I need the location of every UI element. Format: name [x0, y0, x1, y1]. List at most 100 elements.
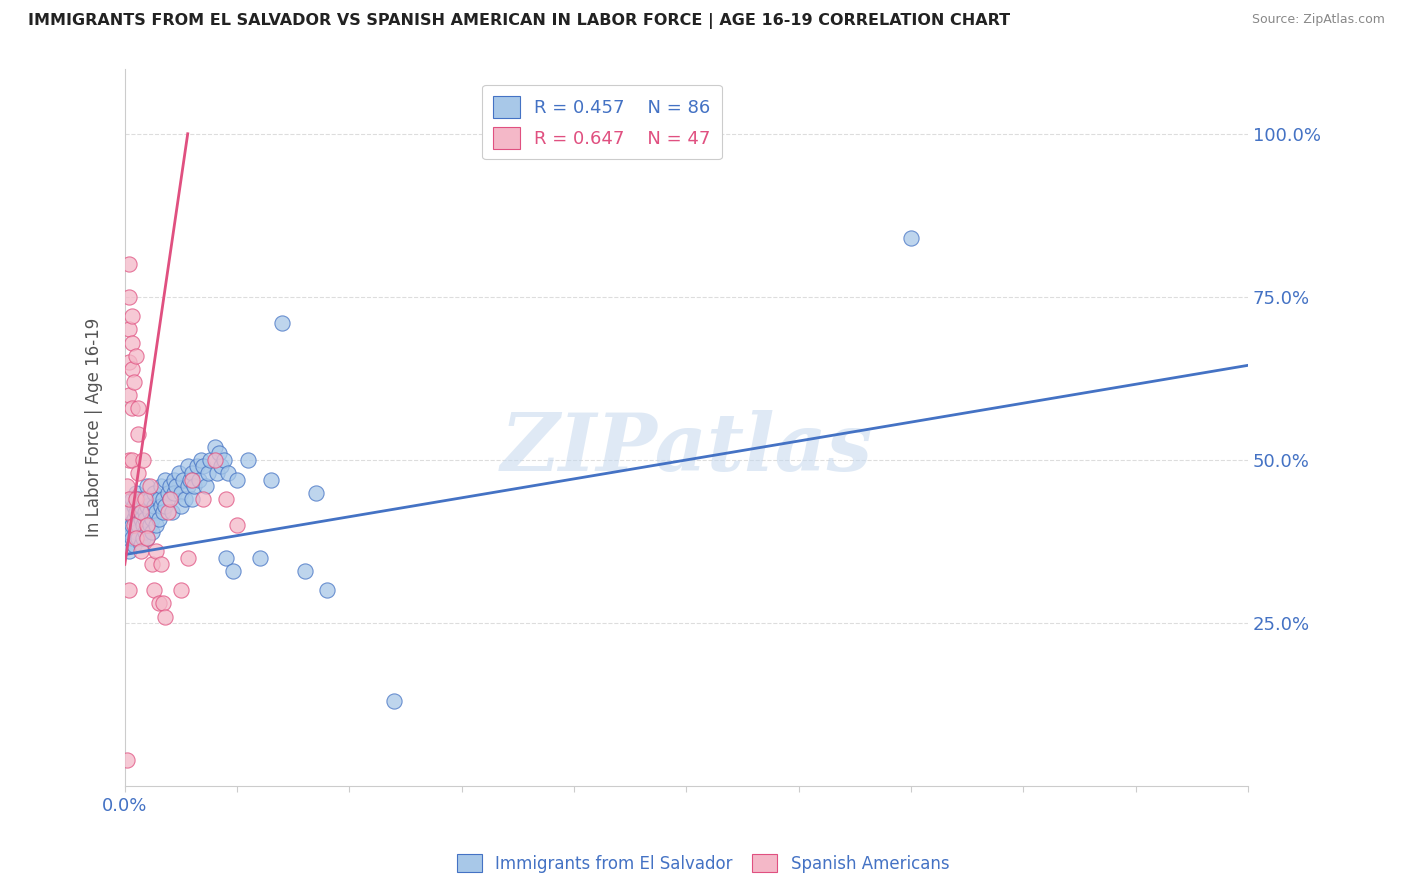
Text: IMMIGRANTS FROM EL SALVADOR VS SPANISH AMERICAN IN LABOR FORCE | AGE 16-19 CORRE: IMMIGRANTS FROM EL SALVADOR VS SPANISH A…	[28, 13, 1011, 29]
Point	[125, 349, 148, 363]
Point	[118, 388, 141, 402]
Point	[127, 518, 149, 533]
Point	[177, 550, 200, 565]
Text: ZIPatlas: ZIPatlas	[501, 410, 872, 488]
Point	[134, 511, 156, 525]
Point	[149, 479, 172, 493]
Point	[215, 550, 238, 565]
Point	[125, 505, 148, 519]
Point	[271, 316, 294, 330]
Point	[198, 453, 221, 467]
Point	[122, 499, 145, 513]
Point	[190, 453, 212, 467]
Point	[208, 446, 231, 460]
Point	[382, 694, 405, 708]
Point	[125, 485, 148, 500]
Point	[132, 453, 155, 467]
Point	[132, 531, 155, 545]
Point	[172, 473, 194, 487]
Point	[121, 531, 143, 545]
Point	[132, 518, 155, 533]
Point	[121, 492, 143, 507]
Point	[155, 499, 177, 513]
Point	[121, 335, 143, 350]
Point	[138, 492, 160, 507]
Point	[159, 492, 181, 507]
Point	[127, 466, 149, 480]
Point	[118, 257, 141, 271]
Point	[118, 492, 141, 507]
Point	[170, 499, 193, 513]
Point	[115, 505, 138, 519]
Point	[204, 440, 226, 454]
Point	[122, 518, 145, 533]
Point	[136, 479, 159, 493]
Point	[127, 492, 149, 507]
Point	[159, 492, 181, 507]
Point	[134, 492, 156, 507]
Point	[138, 479, 160, 493]
Point	[134, 505, 156, 519]
Point	[204, 453, 226, 467]
Point	[121, 361, 143, 376]
Point	[121, 310, 143, 324]
Point	[132, 492, 155, 507]
Point	[125, 492, 148, 507]
Point	[136, 531, 159, 545]
Point	[125, 531, 148, 545]
Point	[294, 564, 316, 578]
Point	[122, 375, 145, 389]
Point	[118, 524, 141, 539]
Point	[183, 479, 205, 493]
Point	[129, 544, 152, 558]
Point	[125, 524, 148, 539]
Point	[197, 466, 219, 480]
Point	[156, 505, 179, 519]
Point	[170, 485, 193, 500]
Point	[121, 453, 143, 467]
Point	[149, 558, 172, 572]
Point	[152, 492, 174, 507]
Point	[215, 492, 238, 507]
Point	[115, 518, 138, 533]
Point	[181, 466, 204, 480]
Legend: Immigrants from El Salvador, Spanish Americans: Immigrants from El Salvador, Spanish Ame…	[450, 847, 956, 880]
Point	[226, 473, 249, 487]
Point	[141, 524, 163, 539]
Point	[174, 492, 197, 507]
Point	[193, 459, 215, 474]
Point	[212, 453, 235, 467]
Point	[115, 753, 138, 767]
Point	[145, 505, 167, 519]
Point	[138, 518, 160, 533]
Point	[163, 473, 186, 487]
Point	[152, 597, 174, 611]
Y-axis label: In Labor Force | Age 16-19: In Labor Force | Age 16-19	[86, 318, 103, 537]
Point	[122, 511, 145, 525]
Point	[134, 524, 156, 539]
Point	[177, 479, 200, 493]
Point	[305, 485, 328, 500]
Point	[136, 518, 159, 533]
Point	[160, 505, 183, 519]
Point	[149, 499, 172, 513]
Point	[156, 485, 179, 500]
Point	[118, 355, 141, 369]
Point	[129, 505, 152, 519]
Point	[148, 597, 170, 611]
Point	[186, 459, 208, 474]
Point	[179, 473, 201, 487]
Point	[129, 538, 152, 552]
Point	[143, 485, 166, 500]
Point	[118, 583, 141, 598]
Point	[163, 485, 186, 500]
Point	[145, 518, 167, 533]
Point	[143, 583, 166, 598]
Point	[136, 499, 159, 513]
Point	[152, 505, 174, 519]
Point	[209, 459, 232, 474]
Point	[249, 550, 271, 565]
Point	[148, 492, 170, 507]
Legend: R = 0.457    N = 86, R = 0.647    N = 47: R = 0.457 N = 86, R = 0.647 N = 47	[482, 85, 721, 160]
Point	[118, 453, 141, 467]
